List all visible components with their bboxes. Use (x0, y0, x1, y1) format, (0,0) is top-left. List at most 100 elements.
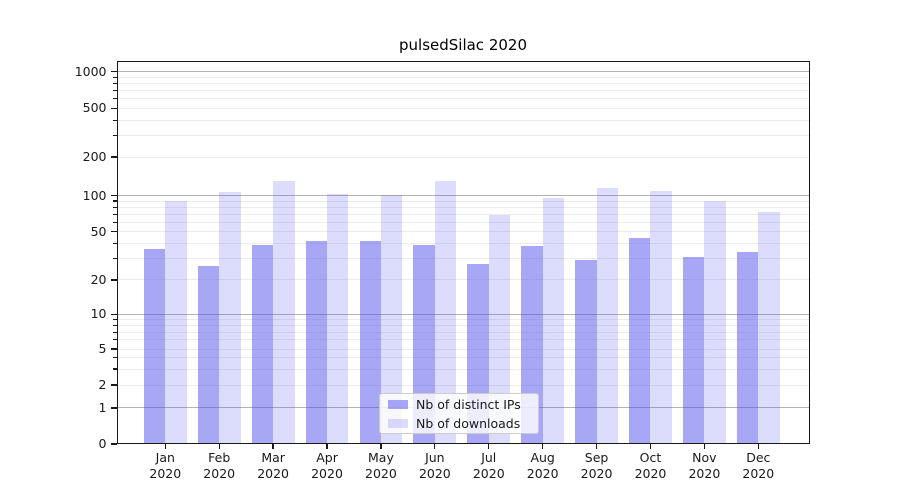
gridline-minor (116, 82, 810, 84)
gridline-major (116, 195, 810, 196)
gridline-minor (116, 213, 810, 215)
x-tick (434, 444, 436, 449)
gridline-major (116, 313, 810, 315)
bar-nb-of-downloads (380, 194, 403, 444)
y-tick (110, 313, 117, 315)
legend-label-distinct-ips: Nb of distinct IPs (416, 396, 521, 412)
x-tick-label: Sep 2020 (580, 450, 613, 481)
gridline-minor (116, 319, 810, 321)
y-tick (110, 107, 117, 109)
y-tick-label: 500 (82, 100, 107, 116)
y-minor-tick (113, 242, 117, 245)
x-tick-label: Nov 2020 (688, 450, 721, 481)
bar-nb-of-distinct-ips (682, 256, 705, 444)
bar-nb-of-distinct-ips (305, 240, 328, 444)
gridline-minor (116, 76, 810, 78)
gridline-minor (116, 206, 810, 208)
gridline-minor (116, 107, 810, 109)
y-minor-tick (113, 331, 117, 333)
x-tick-label: Mar 2020 (257, 450, 290, 481)
x-tick (542, 444, 544, 449)
y-tick-label: 50 (90, 223, 107, 239)
y-tick-label: 0 (98, 436, 107, 451)
x-tick-label: Oct 2020 (634, 450, 667, 481)
y-minor-tick (113, 206, 117, 208)
bar-nb-of-downloads (219, 191, 241, 444)
gridline-minor (116, 384, 810, 386)
bar-nb-of-downloads (327, 194, 349, 444)
y-minor-tick (113, 318, 117, 321)
x-tick (488, 444, 490, 449)
gridline-minor (116, 200, 810, 202)
bar-nb-of-downloads (650, 190, 672, 444)
x-tick (703, 444, 706, 449)
y-minor-tick (113, 213, 117, 215)
legend-item-distinct-ips: Nb of distinct IPs (388, 396, 538, 412)
y-tick (110, 384, 117, 386)
gridline-minor (116, 242, 810, 244)
y-minor-tick (113, 82, 117, 85)
x-tick-label: Jul 2020 (472, 450, 505, 481)
y-tick-label: 10 (90, 306, 107, 322)
y-tick-label: 5 (98, 341, 107, 357)
y-tick-label: 1 (98, 399, 107, 415)
bar-nb-of-distinct-ips (736, 252, 759, 444)
y-tick (110, 348, 117, 350)
y-tick (110, 231, 117, 233)
legend-swatch-distinct-ips (388, 399, 408, 409)
x-tick-label: Apr 2020 (311, 450, 343, 481)
gridline-minor (116, 357, 810, 359)
bar-nb-of-downloads (542, 197, 565, 444)
y-minor-tick (113, 258, 117, 260)
x-tick-label: Jan 2020 (149, 450, 182, 481)
gridline-minor (116, 368, 810, 370)
bar-nb-of-downloads (596, 188, 618, 444)
y-tick-label: 20 (90, 271, 107, 287)
gridline-minor (116, 90, 810, 92)
x-tick (757, 444, 759, 449)
bar-nb-of-downloads (704, 201, 726, 444)
bar-nb-of-distinct-ips (251, 244, 274, 444)
chart-title: pulsedSilac 2020 (399, 36, 527, 54)
legend-item-downloads: Nb of downloads (388, 415, 538, 431)
bar-nb-of-downloads (273, 180, 295, 444)
bar-nb-of-downloads (434, 180, 457, 444)
y-minor-tick (113, 339, 117, 341)
x-tick (272, 444, 274, 449)
gridline-minor (116, 221, 810, 223)
gridline-minor (116, 156, 810, 158)
y-minor-tick (113, 368, 117, 370)
y-tick (110, 443, 117, 445)
y-tick-label: 100 (82, 187, 107, 203)
gridline-minor (116, 98, 810, 100)
y-minor-tick (113, 357, 117, 359)
y-tick (110, 156, 117, 158)
y-minor-tick (113, 324, 117, 327)
x-tick (164, 444, 166, 449)
bar-nb-of-distinct-ips (143, 249, 166, 444)
x-tick (326, 444, 328, 449)
y-tick (110, 71, 117, 73)
legend-swatch-downloads (388, 418, 408, 428)
y-tick-label: 1000 (74, 63, 107, 79)
x-tick-label: May 2020 (365, 450, 397, 481)
gridline-minor (116, 339, 810, 341)
y-minor-tick (113, 221, 117, 223)
x-tick (649, 444, 652, 449)
bar-nb-of-downloads (165, 201, 187, 444)
y-minor-tick (113, 98, 117, 100)
bar-nb-of-downloads (488, 214, 511, 444)
bar-nb-of-distinct-ips (629, 238, 651, 444)
gridline-minor (116, 134, 810, 136)
y-tick (110, 279, 117, 281)
gridline-minor (116, 279, 810, 281)
x-tick (380, 444, 382, 449)
legend: Nb of distinct IPs Nb of downloads (379, 393, 539, 434)
y-minor-tick (113, 76, 117, 78)
y-tick-label: 200 (82, 149, 107, 165)
bar-nb-of-distinct-ips (575, 260, 597, 444)
gridline-minor (116, 258, 810, 260)
legend-label-downloads: Nb of downloads (416, 415, 521, 431)
gridline-minor (116, 119, 810, 121)
